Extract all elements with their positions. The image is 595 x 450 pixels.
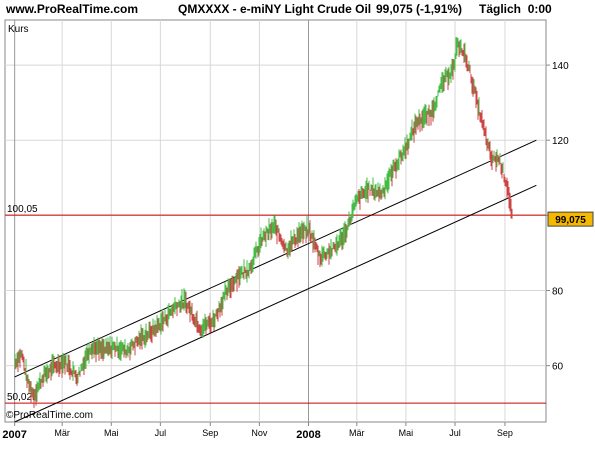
- reference-lines: 100,05 50,021: [5, 204, 546, 404]
- price-bars: [14, 37, 513, 408]
- x-tick-label: Sep: [497, 428, 513, 438]
- instrument-title: QMXXXX - e-miNY Light Crude Oil: [178, 2, 372, 16]
- x-tick-label: Mai: [104, 428, 119, 438]
- trend-line: [14, 184, 537, 423]
- y-tick-label: 80: [552, 287, 564, 298]
- reference-label: 100,05: [7, 204, 38, 215]
- last-price-box: 99,075: [547, 211, 594, 227]
- x-tick-label: Mai: [399, 428, 414, 438]
- x-tick-label: Mär: [349, 428, 365, 438]
- y-tick-label: 140: [552, 61, 569, 72]
- period-time: 0:00: [527, 2, 552, 16]
- site-link[interactable]: www.ProRealTime.com: [6, 2, 139, 16]
- x-tick-label: Jul: [155, 428, 167, 438]
- y-tick-label: 60: [552, 362, 564, 373]
- reference-label: 50,021: [7, 392, 38, 403]
- watermark: ©ProRealTime.com: [6, 410, 93, 421]
- price-box-label: 99,075: [555, 215, 586, 226]
- y-axis-label: Kurs: [8, 24, 29, 35]
- x-tick-label: Jul: [449, 428, 461, 438]
- x-tick-label: Sep: [202, 428, 218, 438]
- price-box-bg: [547, 211, 594, 227]
- x-axis-ticks: 2007 Mär Mai Jul Sep Nov 2008 Mär Mai Jul Sep: [2, 422, 513, 441]
- chart-header: www.ProRealTime.com QMXXXX - e-miNY Ligh…: [0, 0, 595, 18]
- trend-lines: [14, 139, 537, 423]
- last-price-change: 99,075 (-1,91%): [376, 2, 463, 16]
- x-tick-label: 2007: [2, 429, 26, 441]
- trend-line: [14, 139, 537, 378]
- period-name: Täglich: [479, 2, 522, 16]
- x-tick-label: Nov: [251, 428, 268, 438]
- x-tick-label: 2008: [296, 429, 320, 441]
- x-tick-label: Mär: [54, 428, 70, 438]
- grid-lines: [5, 20, 546, 422]
- y-tick-label: 120: [552, 136, 569, 147]
- period-label: Täglich 0:00: [479, 2, 552, 16]
